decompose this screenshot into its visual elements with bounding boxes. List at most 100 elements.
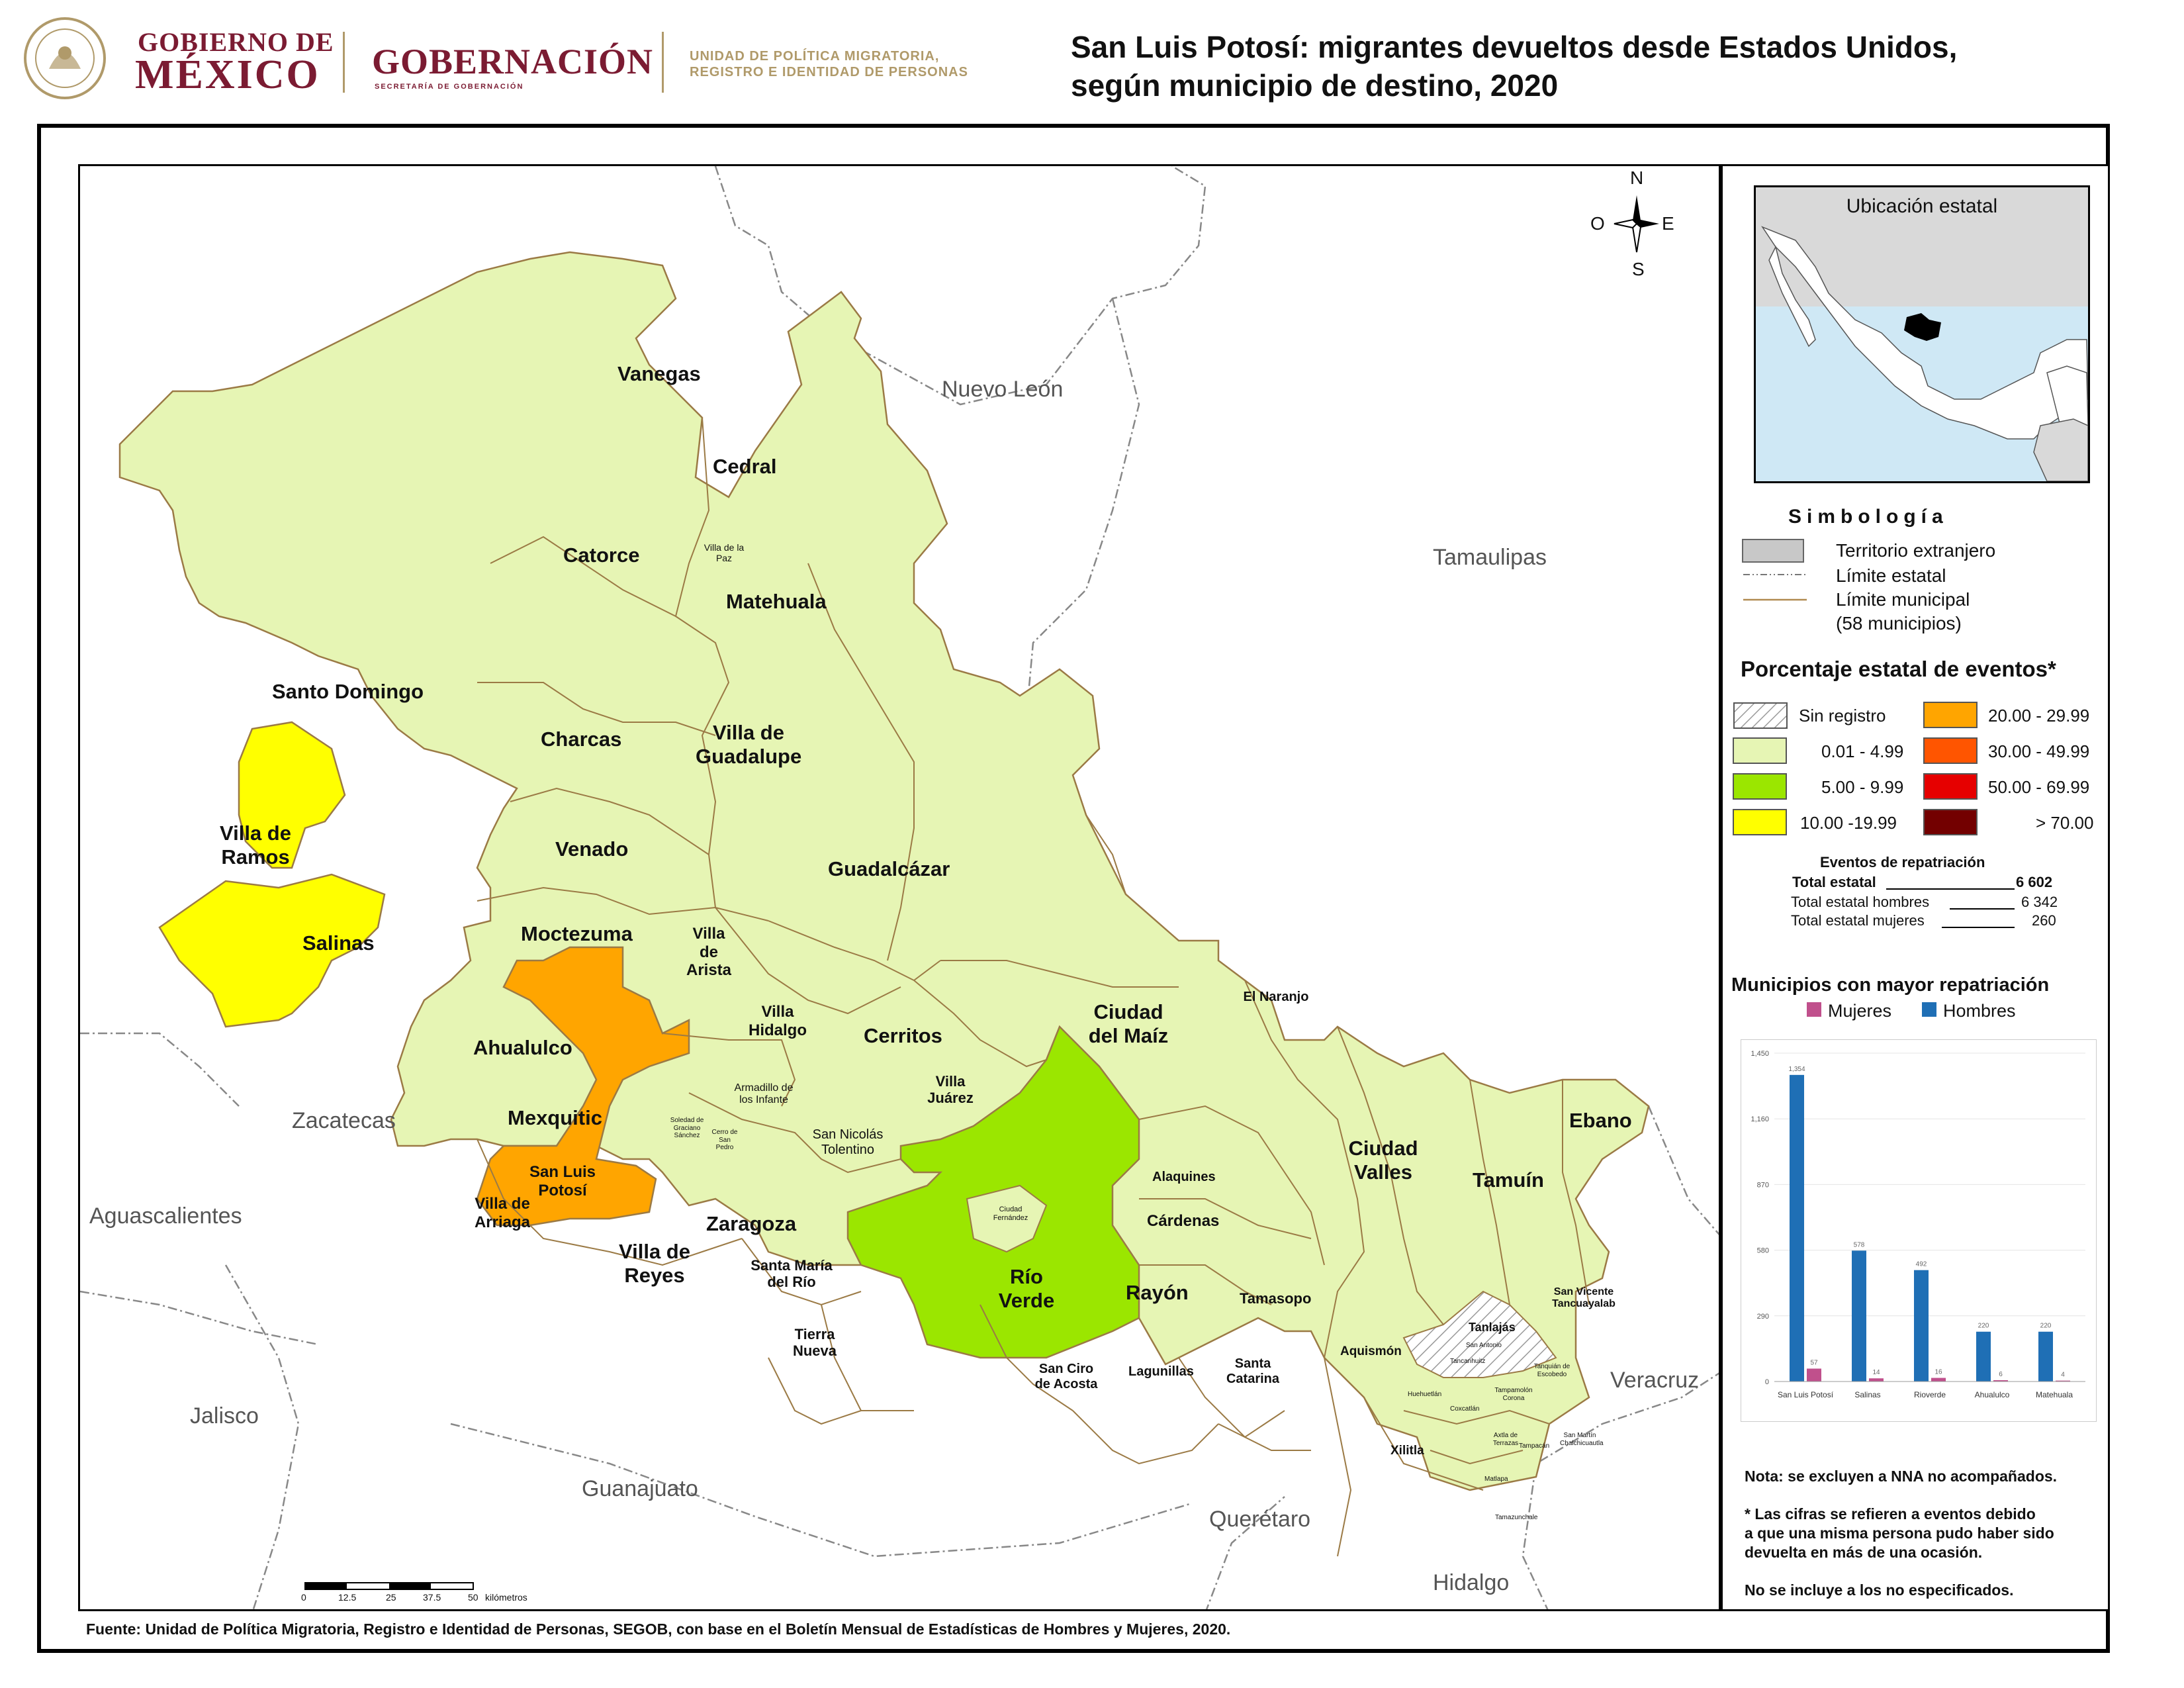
label-huehuetlan: Huehuetlán (1408, 1391, 1442, 1398)
range-label-4: 20.00 - 29.99 (1988, 706, 2090, 726)
scale-tick-4: 50 (468, 1592, 478, 1603)
map-panel: Nuevo León Tamaulipas Zacatecas Aguascal… (78, 164, 1721, 1611)
label-tampacan: Tampacán (1519, 1442, 1550, 1450)
swatch-range-6 (1923, 773, 1978, 800)
san-luis-potosi-area (476, 946, 690, 1227)
compass-west-label: O (1590, 213, 1605, 234)
bar-mujeres (1993, 1380, 2008, 1382)
bar-hombres (1852, 1250, 1866, 1382)
total-underline (1886, 888, 2015, 890)
range-label-6: 50.00 - 69.99 (1988, 777, 2090, 797)
mun-limit-line-icon (1743, 598, 1807, 601)
gobernacion-subtitle: SECRETARÍA DE GOBERNACIÓN (375, 83, 524, 91)
label-san-ciro-de-acosta: San Ciro de Acosta (1034, 1362, 1098, 1391)
label-tamasopo: Tamasopo (1240, 1290, 1312, 1307)
y-tick-label: 1,450 (1751, 1050, 1769, 1058)
label-santa-maria-del-rio: Santa María del Río (751, 1257, 833, 1291)
swatch-range-5 (1923, 737, 1978, 764)
note-cifras-2: a que una misma persona pudo haber sido (1745, 1524, 2054, 1542)
label-cardenas: Cárdenas (1147, 1212, 1220, 1230)
x-tick-label: Ahualulco (1975, 1390, 2010, 1399)
header-separator-2 (662, 32, 664, 93)
map-title-line-2: según municipio de destino, 2020 (1071, 68, 1559, 103)
bar-value-mujeres: 6 (1999, 1371, 2003, 1378)
state-label-zacatecas: Zacatecas (292, 1108, 396, 1133)
label-guadalcazar: Guadalcázar (828, 857, 950, 880)
label-cerritos: Cerritos (864, 1024, 942, 1047)
label-tampamolon: Tampamolón Corona (1494, 1387, 1533, 1402)
bar-value-hombres: 1,354 (1788, 1066, 1805, 1073)
x-tick-label: San Luis Potosí (1778, 1390, 1834, 1399)
municipal-boundaries (477, 417, 1590, 1557)
label-vanegas: Vanegas (617, 362, 701, 385)
bar-value-mujeres: 57 (1810, 1360, 1818, 1367)
gob-line-1: GOBIERNO DE (138, 27, 334, 57)
bar-value-mujeres: 4 (2061, 1372, 2065, 1379)
state-label-nuevo-leon: Nuevo León (942, 377, 1064, 402)
range-label-0: Sin registro (1799, 706, 1886, 726)
swatch-range-3 (1733, 809, 1787, 835)
label-cedral: Cedral (713, 455, 777, 478)
bar-chart-svg: 0 290 580 870 1,160 1,450 1,354 57 San Luis Poto… (1751, 1050, 2085, 1399)
note-nna: Nota: se excluyen a NNA no acompañados. (1745, 1468, 2058, 1485)
label-san-luis-potosi: San Luis Potosí (529, 1163, 596, 1199)
compass-north-label: N (1630, 167, 1644, 188)
label-villa-de-arriaga: Villa de Arriaga (474, 1195, 531, 1231)
label-ciudad-valles: Ciudad Valles (1348, 1137, 1418, 1184)
label-san-nicolas-tolentino: San Nicolás Tolentino (812, 1127, 884, 1157)
national-seal-icon (24, 17, 106, 99)
x-tick-label: Salinas (1854, 1390, 1880, 1399)
label-tanlajas: Tanlajás (1469, 1321, 1516, 1334)
state-label-tamaulipas: Tamaulipas (1433, 545, 1547, 570)
state-label-veracruz: Veracruz (1610, 1368, 1700, 1393)
women-underline (1942, 927, 2015, 928)
label-soledad: Soledad de Graciano Sánchez (670, 1117, 704, 1139)
label-tamuin: Tamuín (1473, 1168, 1544, 1192)
label-villa-hidalgo: Villa Hidalgo (749, 1003, 807, 1039)
bar-value-mujeres: 14 (1872, 1369, 1880, 1376)
scale-tick-3: 37.5 (423, 1592, 441, 1603)
inset-map: Ubicación estatal (1754, 185, 2090, 483)
state-sanluispotosi-area (118, 251, 1650, 1491)
swatch-sin-registro (1733, 702, 1788, 729)
label-ebano: Ebano (1569, 1109, 1632, 1132)
y-tick-label: 870 (1757, 1181, 1769, 1189)
y-tick-label: 1,160 (1751, 1115, 1769, 1123)
label-salinas: Salinas (302, 931, 375, 955)
scale-bar (304, 1582, 474, 1590)
ciudad-fernandez-area (966, 1184, 1048, 1253)
label-san-martin: San Martín Chalchicuautla (1560, 1432, 1604, 1447)
bar-hombres (2038, 1331, 2053, 1382)
y-tick-label: 290 (1757, 1313, 1769, 1321)
foreign-territory-swatch (1742, 539, 1804, 563)
range-label-1: 0.01 - 4.99 (1821, 741, 1904, 761)
y-tick-label: 580 (1757, 1247, 1769, 1255)
bar-value-hombres: 220 (2040, 1323, 2052, 1330)
scale-tick-2: 25 (386, 1592, 396, 1603)
x-tick-label: Rioverde (1914, 1390, 1946, 1399)
label-armadillo: Armadillo de los Infante (734, 1082, 794, 1106)
label-lagunillas: Lagunillas (1128, 1364, 1194, 1379)
scale-tick-1: 12.5 (338, 1592, 357, 1603)
chart-box: 0 290 580 870 1,160 1,450 1,354 57 San Luis Poto… (1741, 1039, 2097, 1422)
upm-line-2: REGISTRO E IDENTIDAD DE PERSONAS (690, 65, 968, 79)
men-underline (1950, 908, 2015, 910)
swatch-range-7 (1923, 809, 1978, 835)
bar-value-mujeres: 16 (1934, 1369, 1942, 1376)
label-villa-juarez: Villa Juárez (927, 1073, 974, 1107)
label-aquismon: Aquismón (1340, 1344, 1402, 1358)
state-label-queretaro: Querétaro (1209, 1507, 1311, 1532)
label-venado: Venado (555, 837, 629, 861)
bar-mujeres (1869, 1378, 1884, 1382)
state-label-guanajuato: Guanajuato (582, 1476, 698, 1501)
legend-mun-count: (58 municipios) (1836, 613, 1962, 633)
compass-south-label: S (1632, 259, 1645, 279)
salinas-area (158, 873, 386, 1028)
label-villa-de-la-paz: Villa de la Paz (704, 542, 745, 564)
state-label-hidalgo: Hidalgo (1433, 1570, 1510, 1595)
bar-hombres (1976, 1331, 1991, 1382)
label-villa-de-arista: Villa de Arista (686, 925, 732, 980)
legend-swatch-mujeres (1807, 1002, 1821, 1017)
label-zaragoza: Zaragoza (706, 1212, 797, 1235)
x-tick-label: Matehuala (2036, 1390, 2073, 1399)
